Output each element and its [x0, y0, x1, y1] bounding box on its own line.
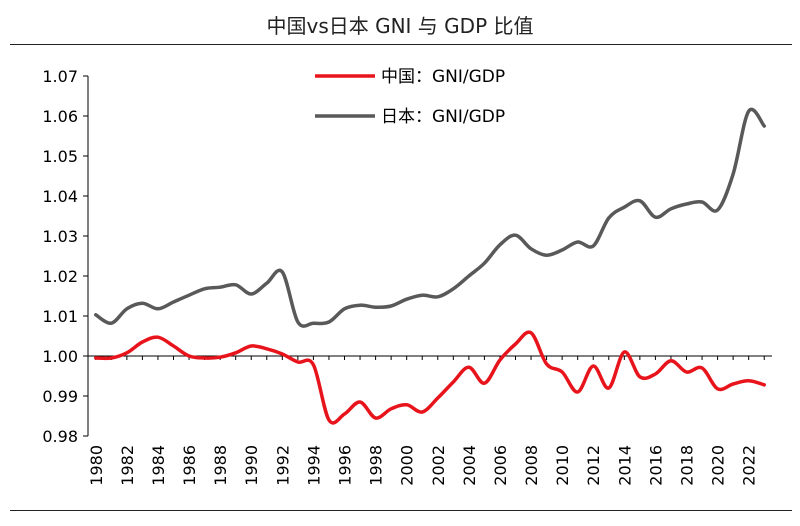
- x-tick-label: 1998: [367, 445, 386, 486]
- x-tick-label: 1984: [149, 445, 168, 486]
- x-tick-label: 2016: [646, 445, 665, 486]
- x-tick-label: 1992: [273, 445, 292, 486]
- x-tick-label: 2012: [584, 445, 603, 486]
- y-tick-label: 1.06: [42, 107, 78, 126]
- title-divider: [10, 44, 792, 45]
- x-tick-label: 2010: [553, 445, 572, 486]
- x-tick-label: 2008: [522, 445, 541, 486]
- x-tick-label: 2006: [491, 445, 510, 486]
- x-tick-label: 1988: [211, 445, 230, 486]
- legend-item-japan-label: 日本：GNI/GDP: [381, 107, 505, 127]
- x-tick-label: 1986: [180, 445, 199, 486]
- x-tick-label: 1996: [336, 445, 355, 486]
- legend-item-china-label: 中国：GNI/GDP: [381, 67, 505, 87]
- x-tick-label: 2000: [398, 445, 417, 486]
- x-tick-label: 1982: [118, 445, 137, 486]
- legend: 中国：GNI/GDP 日本：GNI/GDP: [315, 67, 505, 127]
- y-tick-label: 1.07: [42, 67, 78, 86]
- y-tick-label: 1.01: [42, 307, 78, 326]
- y-tick-label: 1.04: [42, 187, 78, 206]
- chart-title: 中国vs日本 GNI 与 GDP 比值: [266, 14, 534, 38]
- x-tick-label: 1994: [304, 445, 323, 486]
- x-tick-label: 2004: [460, 445, 479, 486]
- x-tick-label: 1980: [87, 445, 106, 486]
- x-tick-label: 2014: [615, 445, 634, 486]
- series-lines: [94, 107, 766, 425]
- y-tick-label: 1.05: [42, 147, 78, 166]
- series-line-japan: [94, 107, 766, 328]
- series-line-china: [94, 330, 766, 425]
- y-tick-label: 1.03: [42, 227, 78, 246]
- y-tick-label: 0.99: [42, 387, 78, 406]
- x-tick-label: 2020: [709, 445, 728, 486]
- x-tick-label: 2022: [740, 445, 759, 486]
- y-axis: 0.98 0.99 1.00 1.01 1.02 1.03 1.04 1.05 1.06 1.07: [42, 67, 89, 446]
- x-tick-label: 2018: [678, 445, 697, 486]
- bottom-divider: [10, 510, 792, 511]
- y-tick-label: 1.00: [42, 347, 78, 366]
- x-tick-label: 2002: [429, 445, 448, 486]
- x-axis: 1980 1982 1984 1986 1988 1990 1992 1994 1996 1998…: [87, 355, 772, 486]
- x-tick-label: 1990: [242, 445, 261, 486]
- y-tick-label: 1.02: [42, 267, 78, 286]
- y-tick-label: 0.98: [42, 427, 78, 446]
